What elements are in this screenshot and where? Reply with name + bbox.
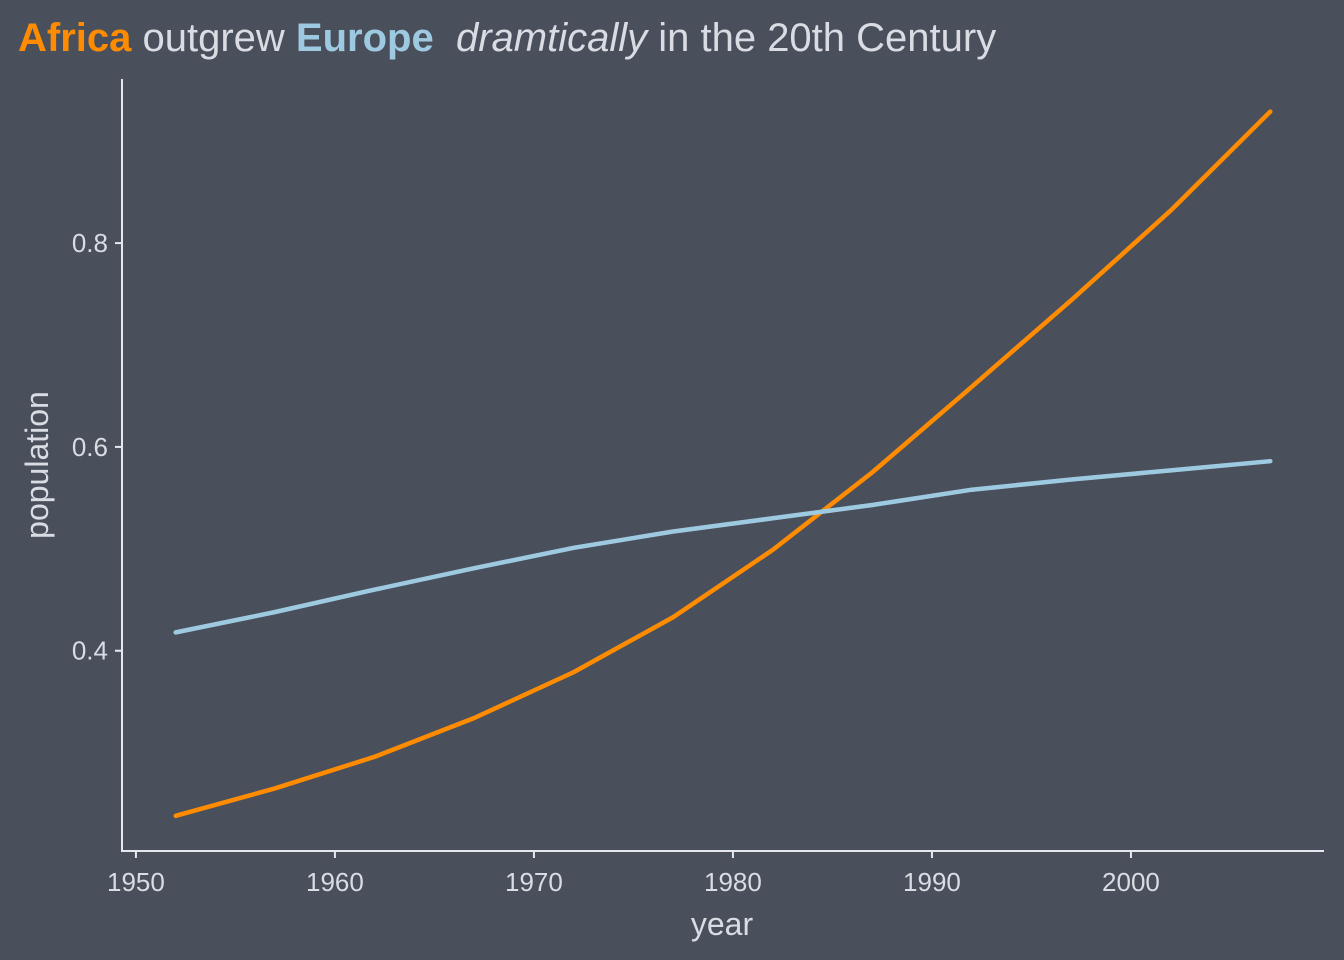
x-tick-label: 1970 (505, 867, 563, 897)
x-tick-label: 2000 (1102, 867, 1160, 897)
title-europe-word: Europe (296, 16, 434, 60)
x-axis-title: year (691, 906, 754, 942)
chart-title: Africa outgrew Europe dramtically in the… (18, 16, 996, 60)
title-middle-text: outgrew (131, 16, 296, 60)
y-tick-label: 0.4 (72, 636, 108, 666)
x-tick-label: 1950 (107, 867, 165, 897)
title-emphasis-word: dramtically (456, 16, 650, 60)
x-tick-label: 1980 (704, 867, 762, 897)
y-tick-label: 0.6 (72, 432, 108, 462)
series-lines (173, 109, 1273, 819)
x-tick-label: 1990 (903, 867, 961, 897)
y-tick-label: 0.8 (72, 228, 108, 258)
y-axis-title: population (19, 391, 55, 539)
x-tick-label: 1960 (306, 867, 364, 897)
title-gap (434, 16, 456, 60)
y-axis-ticks: 0.4 0.6 0.8 (72, 228, 122, 666)
x-axis-ticks: 1950 1960 1970 1980 1990 2000 (107, 851, 1160, 897)
series-line-europe (173, 458, 1273, 635)
series-line-africa (173, 109, 1273, 819)
title-africa-word: Africa (18, 16, 132, 60)
title-tail-text: in the 20th Century (647, 16, 996, 60)
